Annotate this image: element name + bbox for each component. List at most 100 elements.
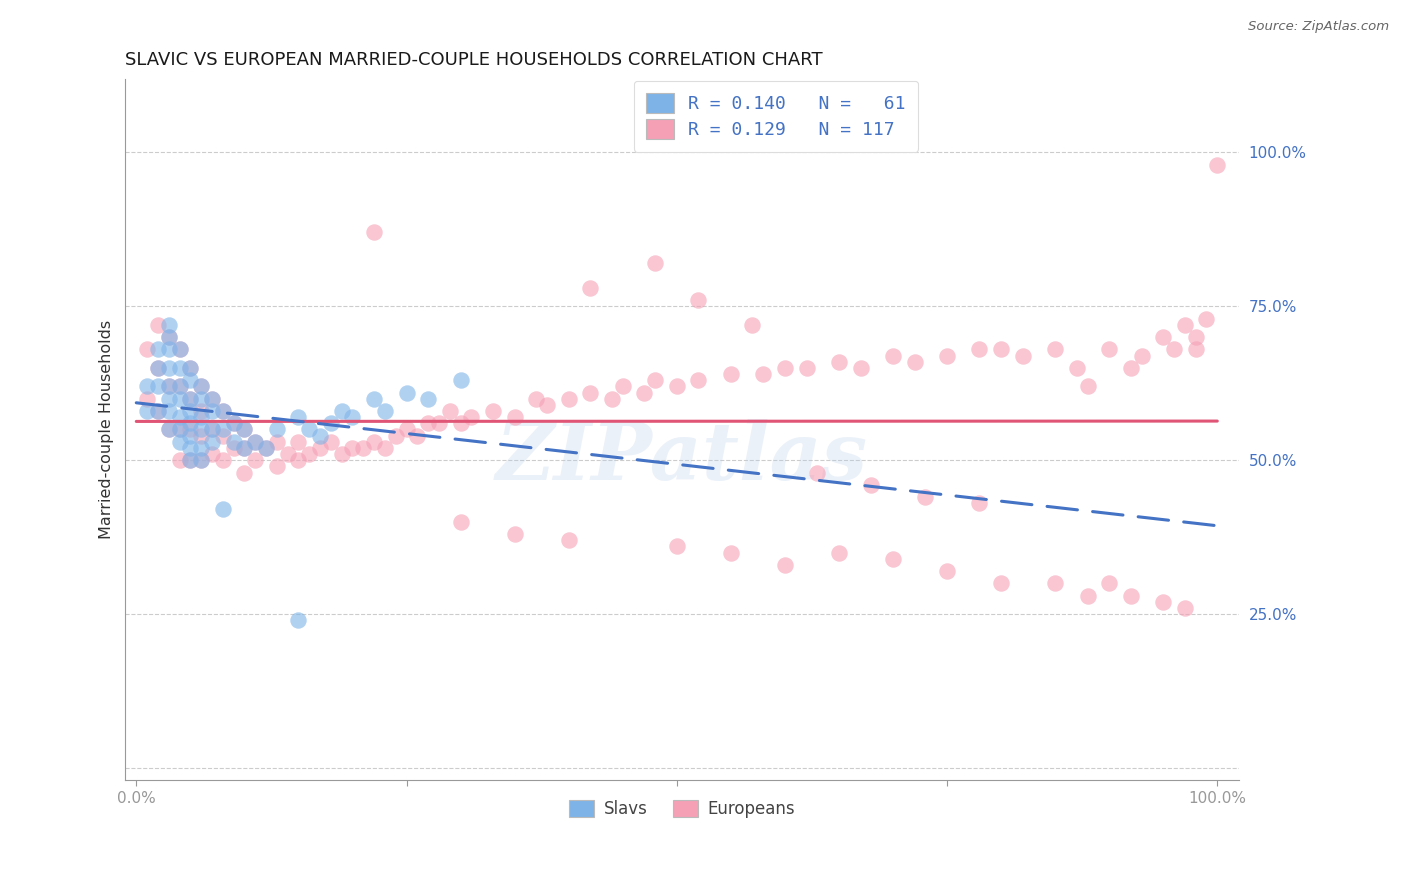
Point — [1077, 379, 1099, 393]
Point — [720, 545, 742, 559]
Point — [330, 447, 353, 461]
Point — [644, 256, 666, 270]
Point — [936, 564, 959, 578]
Point — [418, 417, 440, 431]
Point — [828, 355, 851, 369]
Point — [169, 379, 191, 393]
Point — [503, 527, 526, 541]
Point — [169, 410, 191, 425]
Point — [211, 453, 233, 467]
Point — [211, 404, 233, 418]
Point — [245, 434, 267, 449]
Point — [169, 422, 191, 436]
Point — [1174, 318, 1197, 332]
Point — [1152, 330, 1174, 344]
Point — [796, 360, 818, 375]
Point — [720, 367, 742, 381]
Point — [352, 441, 374, 455]
Point — [146, 404, 169, 418]
Point — [752, 367, 775, 381]
Point — [460, 410, 482, 425]
Point — [157, 360, 180, 375]
Point — [179, 417, 201, 431]
Point — [1174, 601, 1197, 615]
Point — [503, 410, 526, 425]
Point — [1011, 349, 1033, 363]
Point — [579, 281, 602, 295]
Point — [395, 422, 418, 436]
Point — [969, 343, 991, 357]
Text: Source: ZipAtlas.com: Source: ZipAtlas.com — [1249, 20, 1389, 33]
Point — [179, 428, 201, 442]
Point — [600, 392, 623, 406]
Point — [1098, 343, 1121, 357]
Point — [169, 453, 191, 467]
Point — [287, 453, 309, 467]
Point — [222, 434, 245, 449]
Point — [190, 428, 212, 442]
Point — [179, 392, 201, 406]
Point — [1098, 576, 1121, 591]
Point — [179, 453, 201, 467]
Point — [1043, 576, 1066, 591]
Point — [169, 343, 191, 357]
Point — [277, 447, 299, 461]
Point — [157, 318, 180, 332]
Point — [990, 576, 1012, 591]
Point — [157, 379, 180, 393]
Point — [266, 434, 288, 449]
Point — [1184, 330, 1206, 344]
Point — [309, 441, 332, 455]
Point — [319, 434, 342, 449]
Point — [904, 355, 927, 369]
Point — [969, 496, 991, 510]
Point — [157, 422, 180, 436]
Text: SLAVIC VS EUROPEAN MARRIED-COUPLE HOUSEHOLDS CORRELATION CHART: SLAVIC VS EUROPEAN MARRIED-COUPLE HOUSEH… — [125, 51, 823, 69]
Point — [914, 490, 936, 504]
Point — [233, 441, 256, 455]
Point — [190, 422, 212, 436]
Point — [384, 428, 406, 442]
Point — [201, 447, 224, 461]
Point — [287, 410, 309, 425]
Point — [222, 441, 245, 455]
Point — [233, 441, 256, 455]
Point — [201, 422, 224, 436]
Point — [298, 422, 321, 436]
Point — [536, 398, 558, 412]
Point — [1066, 360, 1088, 375]
Point — [190, 379, 212, 393]
Point — [342, 441, 364, 455]
Point — [450, 515, 472, 529]
Point — [319, 417, 342, 431]
Point — [287, 613, 309, 627]
Point — [157, 343, 180, 357]
Point — [363, 434, 385, 449]
Point — [1043, 343, 1066, 357]
Point — [374, 441, 396, 455]
Point — [665, 540, 688, 554]
Point — [298, 447, 321, 461]
Point — [644, 373, 666, 387]
Point — [157, 379, 180, 393]
Point — [828, 545, 851, 559]
Point — [146, 360, 169, 375]
Point — [882, 551, 904, 566]
Point — [211, 422, 233, 436]
Point — [849, 360, 872, 375]
Point — [374, 404, 396, 418]
Point — [190, 453, 212, 467]
Point — [211, 502, 233, 516]
Point — [201, 392, 224, 406]
Point — [245, 453, 267, 467]
Point — [222, 417, 245, 431]
Point — [146, 343, 169, 357]
Point — [179, 360, 201, 375]
Point — [363, 392, 385, 406]
Point — [557, 392, 579, 406]
Point — [557, 533, 579, 548]
Point — [179, 392, 201, 406]
Point — [612, 379, 634, 393]
Point — [179, 404, 201, 418]
Point — [222, 417, 245, 431]
